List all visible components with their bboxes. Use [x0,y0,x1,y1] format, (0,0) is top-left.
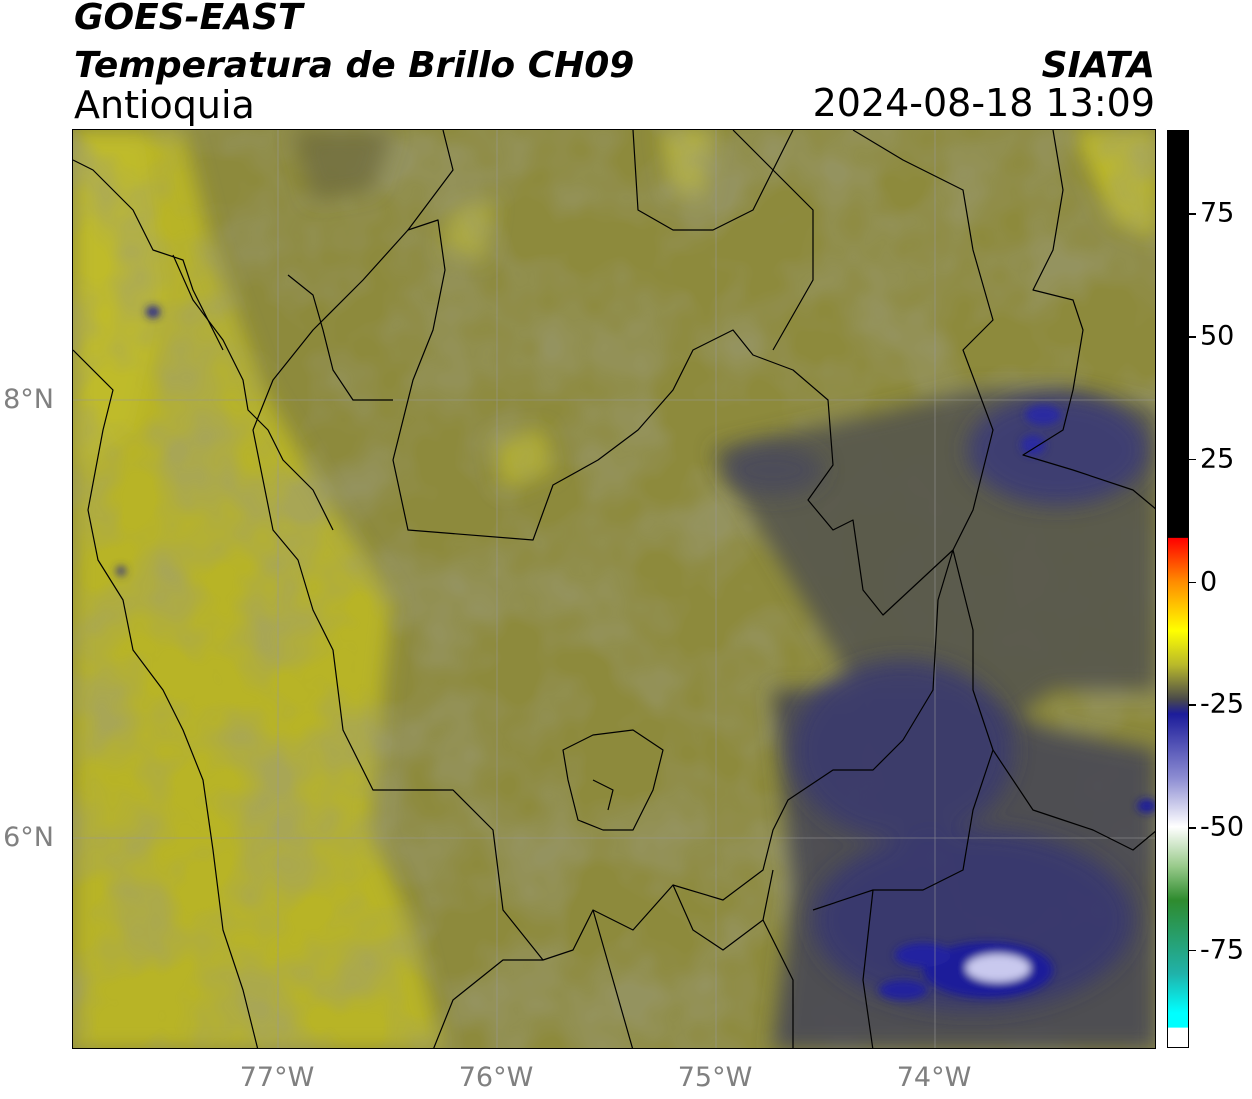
region-label: Antioquia [74,83,255,127]
lat-label-6n: 6°N [3,822,54,853]
cold-cloud-core [116,306,1155,1000]
lon-label-75w: 75°W [677,1062,753,1093]
datetime-label: 2024-08-18 13:09 [812,81,1155,125]
colorbar-tick-label: -25 [1200,688,1245,720]
colorbar-tick-label: -75 [1200,934,1245,966]
colorbar-tick-label: -50 [1200,811,1245,843]
gridlines [73,130,1155,1048]
map-panel [72,129,1156,1049]
lat-label-8n: 8°N [3,384,54,415]
colorbar-tick [1188,336,1196,338]
colorbar-tick [1188,581,1196,584]
cold-cloud-regions [723,395,1148,1010]
product-title: Temperatura de Brillo CH09 [74,45,635,86]
colorbar-tick [1188,458,1196,461]
colorbar-tick [1188,213,1196,215]
colorbar-tick-label: 50 [1200,320,1235,352]
source-label: SIATA [1041,45,1155,86]
lon-label-77w: 77°W [239,1062,315,1093]
colorbar-tick [1188,704,1196,706]
main-title: GOES-EAST [74,0,303,38]
colorbar-tick [1188,827,1196,829]
brightness-temperature-map [73,130,1155,1048]
colorbar [1167,130,1189,1048]
colorbar-tick [1188,949,1196,952]
colorbar-tick-label: 0 [1200,566,1218,598]
boundaries [73,130,1155,1048]
colorbar-tick-label: 25 [1200,443,1235,475]
lon-label-76w: 76°W [458,1062,534,1093]
colorbar-tick-label: 75 [1200,197,1235,229]
lon-label-74w: 74°W [896,1062,972,1093]
